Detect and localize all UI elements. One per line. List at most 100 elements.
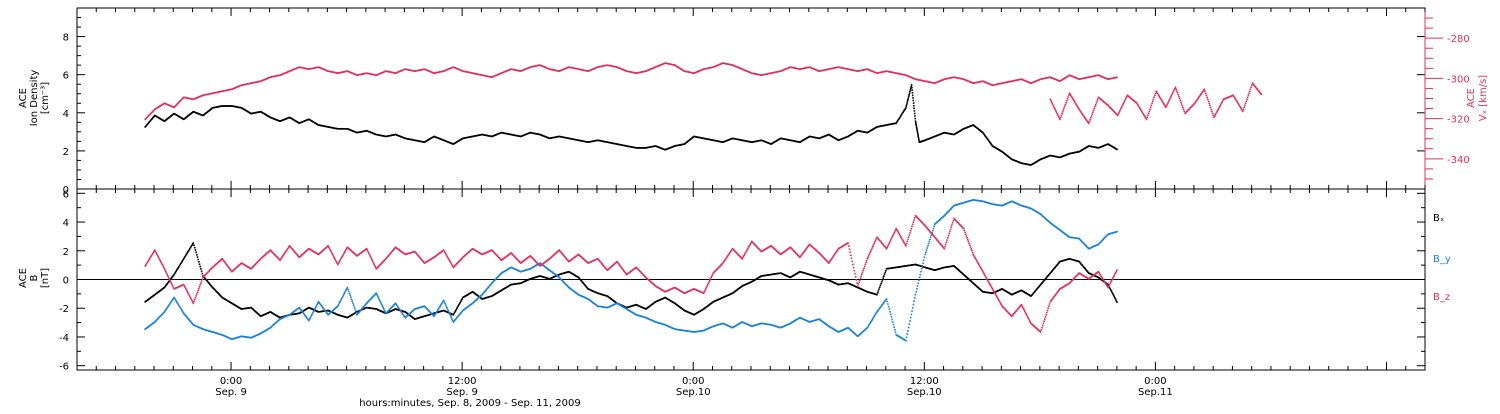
x-tick-time-label: 0:00 — [682, 376, 704, 387]
vx-point — [1206, 95, 1208, 97]
vx-point — [1180, 100, 1182, 102]
density-point — [906, 105, 908, 107]
vx-point — [1210, 109, 1212, 111]
vx-point — [1120, 107, 1122, 109]
density-point — [911, 87, 913, 89]
vx-point — [1248, 93, 1250, 95]
density-point — [914, 110, 916, 112]
vx-point — [1171, 94, 1173, 96]
density-point — [914, 115, 916, 117]
vx-point — [1208, 101, 1210, 103]
vx-point — [1058, 116, 1060, 118]
top-left-tick-label: 8 — [63, 33, 69, 44]
vx-point — [1213, 115, 1215, 117]
vx-point — [1209, 105, 1211, 107]
vx-point — [1212, 113, 1214, 115]
vx-point — [1169, 99, 1171, 101]
bx-point — [1110, 289, 1112, 291]
vx-point — [1206, 97, 1208, 99]
top-right-tick-label: -280 — [1447, 34, 1470, 45]
vx-point — [1152, 101, 1154, 103]
bx-point — [885, 270, 887, 272]
vx-point — [1178, 96, 1180, 98]
vx-point — [1249, 91, 1251, 93]
vx-point — [1124, 100, 1126, 102]
vx-point — [1149, 109, 1151, 111]
density-point — [916, 125, 918, 127]
vx-point — [1095, 104, 1097, 106]
vx-point — [1063, 107, 1065, 109]
bx-point — [1114, 297, 1116, 299]
vx-point — [1052, 103, 1054, 105]
bx-point — [193, 242, 195, 244]
bx-point — [877, 292, 879, 294]
density-point — [908, 96, 910, 98]
density-point — [911, 89, 913, 91]
vx-point — [1180, 101, 1182, 103]
vx-point — [1091, 113, 1093, 115]
density-point — [918, 137, 920, 139]
bx-point — [880, 283, 882, 285]
vx-point — [1147, 115, 1149, 117]
bx-point — [1116, 301, 1118, 303]
bx-point — [200, 268, 202, 270]
vx-point — [1166, 104, 1168, 106]
vx-point — [1123, 102, 1125, 104]
density-point — [918, 138, 920, 140]
vx-point — [1061, 113, 1063, 115]
vx-point — [1182, 105, 1184, 107]
density-point — [916, 126, 918, 128]
vx-point — [1054, 107, 1056, 109]
vx-point — [1173, 91, 1175, 93]
vx-point — [1058, 117, 1060, 119]
density-point — [916, 129, 918, 131]
bottom-tick-label: -2 — [59, 304, 69, 315]
vx-point — [1149, 111, 1151, 113]
density-point — [914, 118, 916, 120]
x-tick-date-label: Sep. 9 — [215, 387, 247, 398]
vx-point — [1088, 123, 1090, 125]
vx-point — [1250, 88, 1252, 90]
vx-point — [1243, 109, 1245, 111]
bottom-tick-label: 2 — [63, 247, 69, 258]
top-left-tick-label: 2 — [63, 147, 69, 158]
vx-point — [1118, 113, 1120, 115]
bx-point — [193, 245, 195, 247]
vx-point — [1168, 101, 1170, 103]
vx-point — [1177, 92, 1179, 94]
vx-point — [1248, 95, 1250, 97]
vx-point — [1173, 89, 1175, 91]
density-point — [911, 84, 913, 86]
density-point — [908, 97, 910, 99]
bx-point — [881, 281, 883, 283]
density-point — [915, 122, 917, 124]
vx-point — [1147, 117, 1149, 119]
bx-point — [878, 288, 880, 290]
density-point — [907, 99, 909, 101]
density-point — [916, 128, 918, 130]
vx-point — [1097, 98, 1099, 100]
vx-point — [1090, 117, 1092, 119]
bx-point — [196, 254, 198, 256]
top-right-tick-label: -300 — [1447, 74, 1470, 85]
bx-point — [199, 266, 201, 268]
density-point — [913, 108, 915, 110]
vx-point — [1092, 111, 1094, 113]
vx-point — [1117, 115, 1119, 117]
density-point — [906, 104, 908, 106]
bottom-tick-label: 0 — [63, 276, 69, 287]
vx-point — [1060, 117, 1062, 119]
bx-point — [876, 294, 878, 296]
bx-point — [884, 272, 886, 274]
density-point — [906, 102, 908, 104]
vx-point — [1170, 97, 1172, 99]
vx-point — [1125, 97, 1127, 99]
top-right-tick-label: -320 — [1447, 115, 1470, 126]
density-point — [913, 100, 915, 102]
vx-point — [1094, 106, 1096, 108]
bottom-tick-label: 6 — [63, 189, 69, 200]
bx-point — [878, 290, 880, 292]
